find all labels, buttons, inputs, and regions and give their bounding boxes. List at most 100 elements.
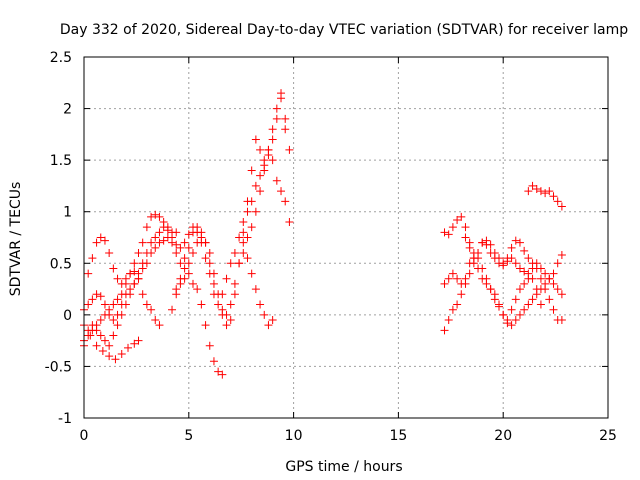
data-point [235, 233, 244, 242]
data-point [109, 316, 118, 325]
data-point [520, 305, 529, 314]
data-point [155, 321, 164, 330]
data-point [490, 254, 499, 263]
data-point [503, 257, 512, 266]
data-point [444, 316, 453, 325]
data-point [105, 352, 114, 361]
data-point [188, 248, 197, 257]
y-tick-label: -0.5 [45, 359, 72, 375]
data-point [239, 218, 248, 227]
data-point [193, 238, 202, 247]
data-point [188, 279, 197, 288]
x-tick-label: 25 [599, 428, 617, 444]
data-point [151, 233, 160, 242]
data-point [264, 321, 273, 330]
data-point [230, 248, 239, 257]
data-point [251, 135, 260, 144]
y-tick-label: 0 [63, 308, 72, 324]
data-point [201, 254, 210, 263]
data-point [88, 295, 97, 304]
data-point [549, 305, 558, 314]
data-point [92, 321, 101, 330]
data-point [532, 264, 541, 273]
data-point [478, 274, 487, 283]
data-point [197, 300, 206, 309]
data-point [247, 223, 256, 232]
data-point [440, 279, 449, 288]
data-points [80, 89, 566, 379]
x-tick-label: 5 [184, 428, 193, 444]
data-point [507, 254, 516, 263]
data-point [155, 228, 164, 237]
data-point [444, 230, 453, 239]
y-tick-label: 1 [63, 205, 72, 221]
data-point [172, 240, 181, 249]
data-point [549, 192, 558, 201]
data-point [117, 290, 126, 299]
data-point [159, 236, 168, 245]
data-point [272, 176, 281, 185]
data-point [193, 285, 202, 294]
data-point [218, 305, 227, 314]
data-point [92, 238, 101, 247]
data-point [226, 300, 235, 309]
data-point [222, 310, 231, 319]
data-point [155, 212, 164, 221]
data-point [111, 355, 120, 364]
data-point [440, 228, 449, 237]
data-point [180, 238, 189, 247]
data-point [490, 290, 499, 299]
data-point [205, 259, 214, 268]
data-point [511, 316, 520, 325]
data-point [96, 292, 105, 301]
data-point [176, 274, 185, 283]
data-point [448, 269, 457, 278]
data-point [92, 290, 101, 299]
data-point [214, 300, 223, 309]
data-point [201, 321, 210, 330]
data-point [180, 264, 189, 273]
data-point [256, 171, 265, 180]
data-point [499, 261, 508, 270]
data-point [218, 370, 227, 379]
data-point [134, 336, 143, 345]
data-point [507, 321, 516, 330]
data-point [209, 269, 218, 278]
data-point [247, 269, 256, 278]
data-point [260, 161, 269, 170]
data-point [515, 238, 524, 247]
data-point [124, 343, 133, 352]
chart-title: Day 332 of 2020, Sidereal Day-to-day VTE… [60, 22, 628, 38]
data-point [184, 230, 193, 239]
data-point [92, 341, 101, 350]
data-point [545, 274, 554, 283]
data-point [507, 243, 516, 252]
data-point [235, 259, 244, 268]
data-point [113, 321, 122, 330]
plot-frame [83, 56, 609, 419]
data-point [457, 212, 466, 221]
data-point [138, 290, 147, 299]
data-point [251, 207, 260, 216]
data-point [256, 145, 265, 154]
data-point [209, 357, 218, 366]
data-point [536, 300, 545, 309]
data-point [180, 254, 189, 263]
data-point [134, 274, 143, 283]
data-point [515, 264, 524, 273]
data-point [176, 243, 185, 252]
data-point [105, 248, 114, 257]
data-point [285, 145, 294, 154]
data-point [130, 267, 139, 276]
data-point [84, 331, 93, 340]
data-point [486, 248, 495, 257]
data-point [117, 300, 126, 309]
data-point [557, 251, 566, 260]
data-point [239, 248, 248, 257]
data-point [557, 290, 566, 299]
data-point [147, 305, 156, 314]
y-tick-label: 0.5 [50, 256, 72, 272]
data-point [515, 310, 524, 319]
x-axis-label: GPS time / hours [285, 459, 402, 475]
data-point [277, 94, 286, 103]
